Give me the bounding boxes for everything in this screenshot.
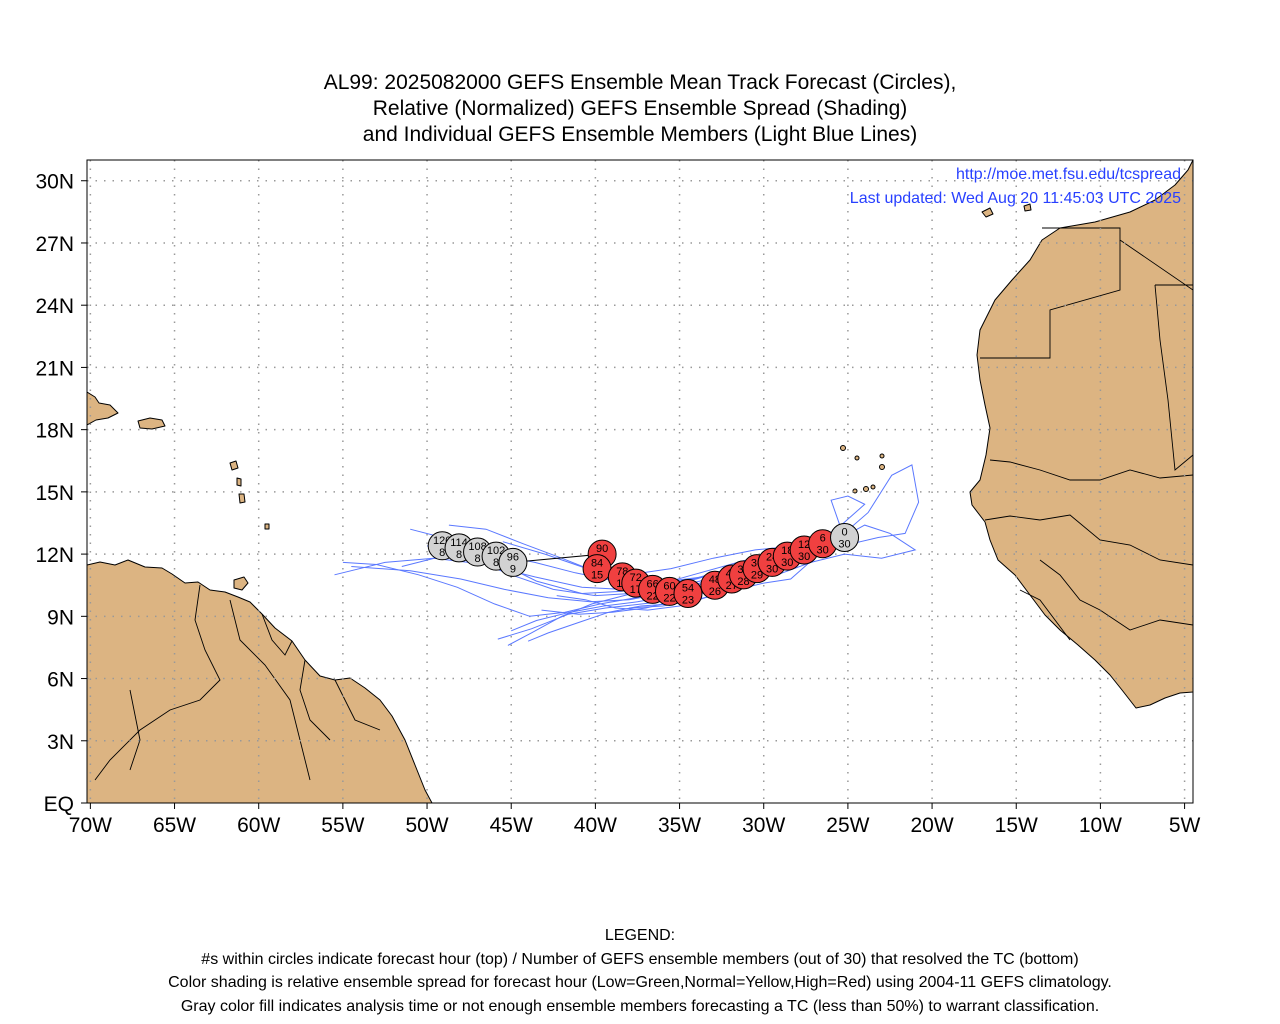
source-url[interactable]: http://moe.met.fsu.edu/tcspread xyxy=(956,166,1181,183)
lon-tick-label: 65W xyxy=(153,814,196,837)
circle-marker xyxy=(830,523,860,553)
member-count-label: 8 xyxy=(439,547,445,559)
member-count-label: 26 xyxy=(709,586,721,598)
forecast-hour-label: 84 xyxy=(591,558,603,570)
lon-tick-label: 55W xyxy=(321,814,364,837)
title-line-3: and Individual GEFS Ensemble Members (Li… xyxy=(362,123,918,146)
lon-tick-label: 35W xyxy=(658,814,701,837)
land-masses xyxy=(87,160,1193,803)
lon-tick-label: 50W xyxy=(405,814,448,837)
south-america-landmass xyxy=(87,559,433,803)
barbados-island xyxy=(264,523,270,530)
member-track-line xyxy=(777,524,917,576)
lat-tick-label: 30N xyxy=(35,171,74,194)
lat-tick-label: 3N xyxy=(47,731,74,754)
forecast-hour-label: 0 xyxy=(841,527,847,539)
country-borders xyxy=(94,227,1193,781)
cape-verde-islands xyxy=(840,445,885,494)
hispaniola-island xyxy=(87,391,119,426)
trinidad-island xyxy=(233,576,249,591)
lat-tick-label: 24N xyxy=(35,295,74,318)
canary-island-2 xyxy=(1023,203,1032,212)
forecast-hour-label: 60 xyxy=(663,580,675,592)
member-count-label: 8 xyxy=(493,557,499,569)
last-updated-text: Last updated: Wed Aug 20 11:45:03 UTC 20… xyxy=(850,190,1181,207)
forecast-hour-label: 96 xyxy=(507,551,519,563)
legend-line-2: Color shading is relative ensemble sprea… xyxy=(168,974,1112,991)
lon-tick-label: 40W xyxy=(574,814,617,837)
lon-tick-label: 60W xyxy=(237,814,280,837)
map-axes: 70W 65W 60W 55W 50W 45W 40W 35W 30W 25W 20W 15W 10W 5… xyxy=(35,171,1200,837)
forecast-hour-label: 72 xyxy=(630,572,642,584)
legend: LEGEND: #s within circles indicate forec… xyxy=(0,924,1280,1018)
member-count-label: 28 xyxy=(737,576,749,588)
lon-tick-label: 25W xyxy=(826,814,869,837)
lon-tick-label: 5W xyxy=(1169,814,1201,837)
plot-frame xyxy=(86,159,1194,804)
forecast-hour-label: 102 xyxy=(487,545,505,557)
martinique-island xyxy=(238,493,246,504)
member-count-label: 22 xyxy=(663,592,675,604)
member-count-label: 15 xyxy=(591,570,603,582)
title-line-1: AL99: 2025082000 GEFS Ensemble Mean Trac… xyxy=(323,71,957,94)
lon-tick-label: 70W xyxy=(69,814,112,837)
forecast-hour-label: 114 xyxy=(450,537,468,549)
lon-tick-label: 30W xyxy=(742,814,785,837)
lat-tick-label: 15N xyxy=(35,482,74,505)
forecast-hour-label: 90 xyxy=(596,543,608,555)
legend-line-1: #s within circles indicate forecast hour… xyxy=(201,950,1079,968)
member-count-label: 29 xyxy=(751,570,763,582)
lon-tick-label: 20W xyxy=(910,814,953,837)
member-count-label: 8 xyxy=(474,553,480,565)
forecast-hour-label: 108 xyxy=(468,541,486,553)
lat-lon-grid xyxy=(87,160,1193,803)
member-count-label: 8 xyxy=(456,549,462,561)
legend-line-3: Gray color fill indicates analysis time … xyxy=(180,997,1100,1015)
lat-tick-label: EQ xyxy=(44,793,74,816)
forecast-circle: 030 xyxy=(830,523,860,553)
lat-tick-label: 6N xyxy=(47,669,74,692)
title-line-2: Relative (Normalized) GEFS Ensemble Spre… xyxy=(372,97,908,120)
guadeloupe-island xyxy=(229,460,239,471)
lon-tick-label: 10W xyxy=(1079,814,1122,837)
ensemble-mean-track: 1208114810881028969901184157816721766226… xyxy=(427,523,860,609)
circle-marker xyxy=(673,579,703,609)
chart-title: AL99: 2025082000 GEFS Ensemble Mean Trac… xyxy=(0,70,1280,148)
lat-tick-label: 21N xyxy=(35,357,74,380)
forecast-hour-label: 54 xyxy=(682,583,694,595)
lat-tick-label: 18N xyxy=(35,420,74,443)
member-count-label: 30 xyxy=(798,551,810,563)
legend-heading: LEGEND: xyxy=(604,927,676,944)
forecast-hour-label: 6 xyxy=(820,533,826,545)
member-count-label: 30 xyxy=(817,545,829,557)
forecast-hour-label: 12 xyxy=(798,539,810,551)
circle-marker xyxy=(498,547,528,577)
member-count-label: 23 xyxy=(682,595,694,607)
member-count-label: 30 xyxy=(838,539,850,551)
canary-island-1 xyxy=(981,207,994,218)
lat-tick-label: 9N xyxy=(47,606,74,629)
forecast-circle: 630 xyxy=(808,529,838,559)
member-count-label: 30 xyxy=(781,557,793,569)
dominica-island xyxy=(236,477,242,487)
member-count-label: 30 xyxy=(766,563,778,575)
lat-tick-label: 12N xyxy=(35,544,74,567)
forecast-circle: 969 xyxy=(498,547,528,577)
member-count-label: 9 xyxy=(510,563,516,575)
lat-tick-label: 27N xyxy=(35,233,74,256)
track-forecast-map: 1208114810881028969901184157816721766226… xyxy=(35,159,1201,837)
lon-tick-label: 15W xyxy=(995,814,1038,837)
puerto-rico-island xyxy=(137,417,166,430)
lon-tick-label: 45W xyxy=(490,814,533,837)
